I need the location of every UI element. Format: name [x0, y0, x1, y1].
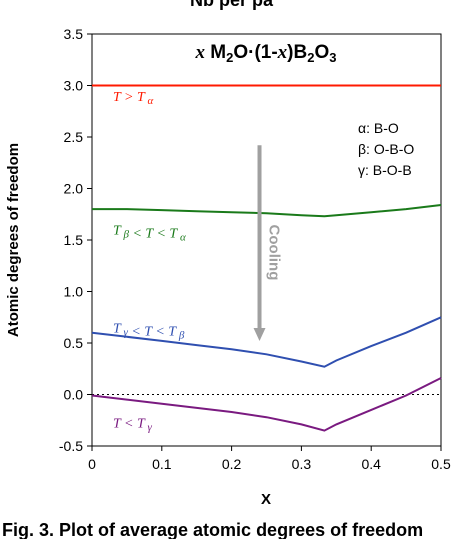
legend-beta: β: O-B-O	[358, 141, 414, 157]
y-tick-label: 2.0	[64, 181, 84, 197]
y-tick-label: 1.0	[64, 284, 84, 300]
y-tick-label: 3.5	[64, 26, 84, 42]
y-tick-label: 3.0	[64, 78, 84, 94]
arrow-head	[253, 327, 266, 341]
series-line-2	[91, 316, 442, 368]
series-label-0: T > T α	[113, 90, 154, 107]
cooling-label: Cooling	[266, 225, 283, 281]
x-tick-label: 0.3	[292, 456, 312, 472]
y-tick-label: 0.5	[64, 335, 84, 351]
x-tick-label: 0.4	[361, 456, 381, 472]
legend-alpha: α: B-O	[358, 120, 399, 136]
x-tick-label: 0	[88, 456, 96, 472]
series-label-1: T β < T < T α	[113, 224, 186, 244]
plot-area	[91, 33, 442, 447]
chart-title: x M2O·(1-x)B2O3	[195, 42, 337, 65]
figure-caption: Fig. 3. Plot of average atomic degrees o…	[2, 520, 423, 539]
x-axis-title: X	[261, 491, 271, 508]
y-tick-label: 1.5	[64, 232, 84, 248]
series-label-2: T γ < T < T β	[113, 322, 185, 342]
cooling-arrow	[253, 145, 266, 341]
x-tick-label: 0.5	[431, 456, 451, 472]
y-axis-title: Atomic degrees of freedom	[5, 143, 22, 337]
legend-gamma: γ: B-O-B	[358, 162, 412, 178]
legend: α: B-O β: O-B-O γ: B-O-B	[358, 120, 414, 178]
series-label-3: T < T γ	[113, 416, 153, 433]
top-caption: Nb per pa	[190, 0, 274, 10]
y-tick-label: 0.0	[64, 387, 84, 403]
x-tick-label: 0.1	[152, 456, 172, 472]
series-line-3	[91, 377, 442, 432]
y-tick-label: 2.5	[64, 129, 84, 145]
series-line-1	[92, 204, 442, 218]
y-tick-label: -0.5	[59, 438, 83, 454]
x-tick-label: 0.2	[222, 456, 242, 472]
